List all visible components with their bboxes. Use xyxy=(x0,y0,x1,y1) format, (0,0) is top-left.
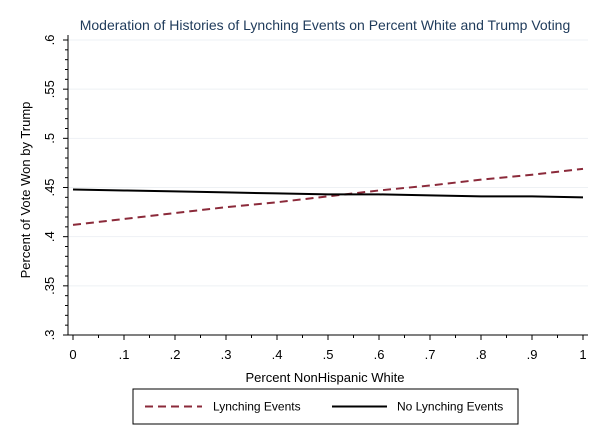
y-tick-label: .5 xyxy=(42,133,57,144)
x-tick-label: .2 xyxy=(170,347,181,362)
legend-label-no-lynching-events: No Lynching Events xyxy=(397,400,503,414)
y-tick-label: .45 xyxy=(42,178,57,196)
x-tick-label: .3 xyxy=(221,347,232,362)
y-tick-label: .3 xyxy=(42,330,57,341)
y-tick-label: .6 xyxy=(42,35,57,46)
x-tick-label: 0 xyxy=(69,347,76,362)
y-tick-label: .35 xyxy=(42,277,57,295)
x-tick-label: 1 xyxy=(579,347,586,362)
y-tick-label: .4 xyxy=(42,231,57,242)
legend: Lynching Events No Lynching Events xyxy=(133,389,518,424)
y-tick-label: .55 xyxy=(42,80,57,98)
x-tick-label: .8 xyxy=(476,347,487,362)
chart-title: Moderation of Histories of Lynching Even… xyxy=(80,17,571,33)
x-tick-label: .5 xyxy=(323,347,334,362)
x-tick-label: .9 xyxy=(527,347,538,362)
x-tick-label: .6 xyxy=(374,347,385,362)
x-tick-label: .7 xyxy=(425,347,436,362)
x-axis-title: Percent NonHispanic White xyxy=(246,370,405,385)
x-tick-label: .4 xyxy=(272,347,283,362)
legend-label-lynching-events: Lynching Events xyxy=(213,400,301,414)
y-axis-title: Percent of Vote Won by Trump xyxy=(18,102,33,279)
x-tick-label: .1 xyxy=(119,347,130,362)
